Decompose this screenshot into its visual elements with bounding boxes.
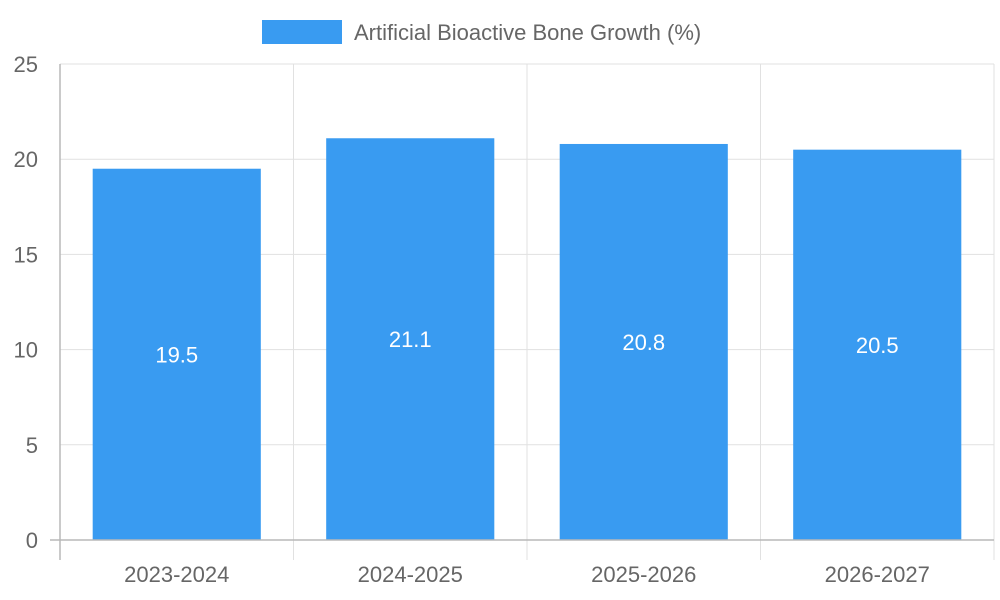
x-tick-label: 2024-2025 bbox=[358, 562, 463, 587]
bar[interactable] bbox=[559, 143, 728, 540]
axes bbox=[50, 64, 994, 560]
tick-labels: 0 5 10 15 20 25 19.5 2023-2024 21.1 2024-2025 20.8… bbox=[14, 52, 930, 587]
bar[interactable] bbox=[92, 168, 261, 540]
legend[interactable]: Artificial Bioactive Bone Growth (%) bbox=[262, 20, 701, 45]
y-tick-label: 20 bbox=[14, 147, 38, 172]
y-tick-label: 15 bbox=[14, 242, 38, 267]
x-tick-label: 2026-2027 bbox=[825, 562, 930, 587]
x-tick-label: 2023-2024 bbox=[124, 562, 229, 587]
bar[interactable] bbox=[326, 138, 495, 541]
bar-value-label: 20.8 bbox=[622, 330, 665, 355]
y-tick-label: 0 bbox=[26, 528, 38, 553]
legend-swatch[interactable] bbox=[262, 20, 342, 44]
y-tick-label: 25 bbox=[14, 52, 38, 77]
bar-value-label: 19.5 bbox=[155, 342, 198, 367]
y-tick-label: 10 bbox=[14, 338, 38, 363]
x-tick-label: 2025-2026 bbox=[591, 562, 696, 587]
legend-label[interactable]: Artificial Bioactive Bone Growth (%) bbox=[354, 20, 701, 45]
bar[interactable] bbox=[793, 149, 962, 540]
bar-value-label: 20.5 bbox=[856, 333, 899, 358]
y-tick-label: 5 bbox=[26, 433, 38, 458]
bar-value-label: 21.1 bbox=[389, 327, 432, 352]
bars bbox=[92, 138, 962, 541]
